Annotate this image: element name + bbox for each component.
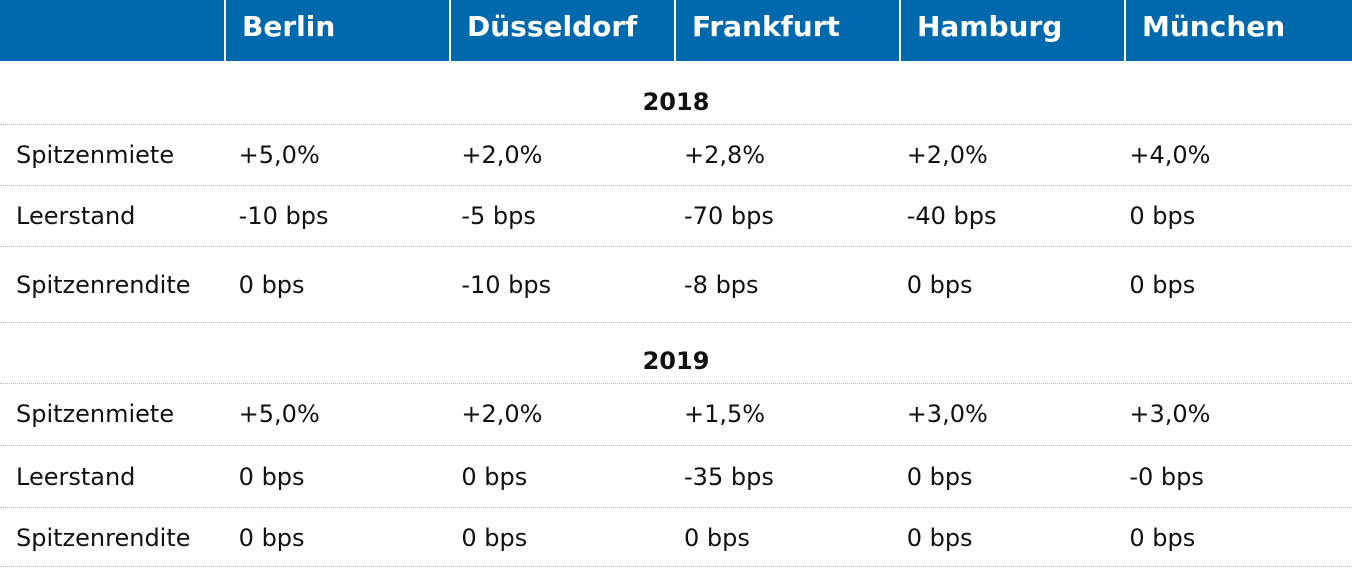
cell-frankfurt: -35 bps	[684, 462, 774, 491]
cell-duesseldorf: +2,0%	[461, 141, 543, 169]
table-row: Spitzenrendite 0 bps -10 bps -8 bps 0 bp…	[0, 247, 1352, 323]
header-cell-muenchen: München	[1126, 0, 1352, 61]
table-header: Berlin Düsseldorf Frankfurt Hamburg Münc…	[0, 0, 1352, 61]
table-row: Spitzenrendite 0 bps 0 bps 0 bps 0 bps 0…	[0, 508, 1352, 568]
cell-frankfurt: -70 bps	[684, 202, 774, 230]
row-label: Leerstand	[16, 202, 136, 230]
row-label: Spitzenmiete	[16, 400, 175, 428]
row-label: Spitzenrendite	[16, 524, 191, 552]
cell-berlin: 0 bps	[238, 462, 305, 491]
cell-berlin: 0 bps	[238, 271, 305, 299]
cell-frankfurt: +1,5%	[684, 400, 766, 428]
table-row: Leerstand 0 bps 0 bps -35 bps 0 bps -0 b…	[0, 446, 1352, 507]
cell-duesseldorf: 0 bps	[461, 524, 528, 552]
table-row: Spitzenmiete +5,0% +2,0% +2,8% +2,0% +4,…	[0, 125, 1352, 185]
row-separator	[0, 185, 1352, 186]
table-row: Spitzenmiete +5,0% +2,0% +1,5% +3,0% +3,…	[0, 384, 1352, 444]
cell-hamburg: +3,0%	[906, 400, 988, 428]
cell-hamburg: -40 bps	[906, 202, 997, 230]
row-separator	[0, 322, 1352, 323]
cell-muenchen: -0 bps	[1129, 462, 1204, 491]
header-cell-hamburg: Hamburg	[901, 0, 1126, 61]
cell-muenchen: 0 bps	[1129, 524, 1196, 552]
cell-hamburg: 0 bps	[906, 271, 973, 299]
row-separator	[0, 566, 1352, 567]
header-cell-duesseldorf: Düsseldorf	[451, 0, 676, 61]
row-label: Spitzenmiete	[16, 141, 175, 169]
cell-frankfurt: 0 bps	[684, 524, 750, 552]
cell-muenchen: 0 bps	[1129, 202, 1196, 230]
section-year-2019: 2019	[642, 347, 710, 375]
cell-hamburg: +2,0%	[906, 141, 988, 169]
row-separator	[0, 445, 1352, 446]
row-separator	[0, 383, 1352, 384]
cell-duesseldorf: -10 bps	[461, 271, 552, 299]
cell-berlin: 0 bps	[238, 524, 305, 552]
cell-muenchen: +3,0%	[1129, 400, 1211, 428]
cell-hamburg: 0 bps	[906, 462, 973, 491]
cell-berlin: +5,0%	[238, 400, 320, 428]
header-cell-frankfurt: Frankfurt	[676, 0, 901, 61]
cell-duesseldorf: -5 bps	[461, 202, 536, 230]
cell-duesseldorf: 0 bps	[461, 462, 528, 491]
cell-hamburg: 0 bps	[906, 524, 973, 552]
header-cell-empty	[0, 0, 226, 61]
row-separator	[0, 124, 1352, 125]
cell-berlin: +5,0%	[238, 141, 320, 169]
cell-muenchen: +4,0%	[1129, 141, 1211, 169]
cell-muenchen: 0 bps	[1129, 271, 1196, 299]
header-cell-berlin: Berlin	[226, 0, 451, 61]
row-label: Spitzenrendite	[16, 271, 191, 299]
cell-berlin: -10 bps	[238, 202, 329, 230]
cell-frankfurt: -8 bps	[684, 271, 759, 299]
row-label: Leerstand	[16, 462, 136, 491]
cell-duesseldorf: +2,0%	[461, 400, 543, 428]
table-row: Leerstand -10 bps -5 bps -70 bps -40 bps…	[0, 186, 1352, 246]
row-separator	[0, 246, 1352, 247]
cell-frankfurt: +2,8%	[684, 141, 766, 169]
section-year-2018: 2018	[642, 88, 710, 116]
row-separator	[0, 507, 1352, 508]
